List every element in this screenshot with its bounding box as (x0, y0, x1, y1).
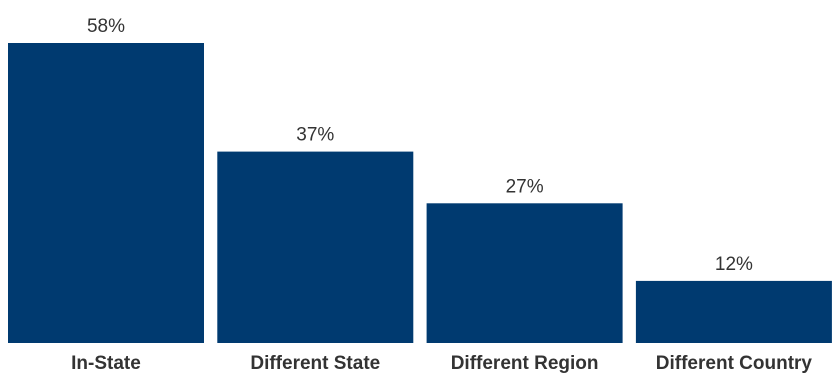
category-label: Different State (250, 353, 380, 373)
category-label: Different Country (656, 353, 813, 373)
data-label: 37% (296, 125, 334, 146)
category-label: In-State (71, 353, 141, 373)
bar-in-state (8, 43, 204, 343)
bar-different-region (426, 203, 623, 343)
data-label: 12% (715, 254, 753, 275)
category-label: Different Region (451, 353, 599, 373)
data-label: 27% (506, 176, 544, 197)
data-label: 58% (87, 16, 125, 37)
bar-different-state (217, 151, 414, 343)
bar-different-country (635, 280, 832, 343)
